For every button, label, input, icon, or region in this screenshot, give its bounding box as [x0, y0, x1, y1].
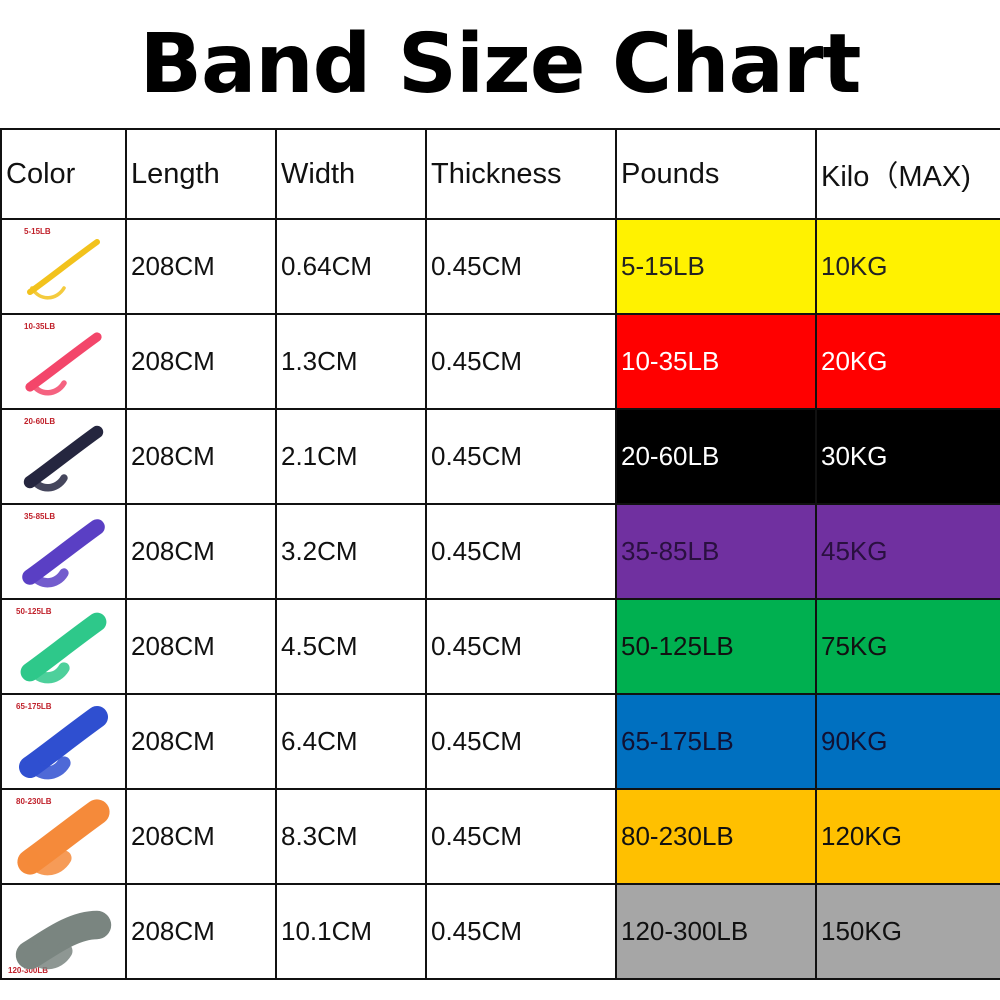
- width-cell: 3.2CM: [275, 503, 427, 600]
- length-cell: 208CM: [125, 883, 277, 980]
- table-row: 50-125LB 208CM 4.5CM 0.45CM 50-125LB 75K…: [0, 598, 1000, 695]
- band-image-label: 120-300LB: [8, 966, 48, 975]
- band-loop: [28, 474, 68, 492]
- thickness-cell: 0.45CM: [425, 218, 617, 315]
- resistance-band-image: 50-125LB: [16, 607, 107, 684]
- band-shape: [27, 239, 100, 295]
- pounds-cell: 120-300LB: [615, 883, 817, 980]
- length-cell: 208CM: [125, 598, 277, 695]
- resistance-band-image: 20-60LB: [23, 417, 104, 492]
- resistance-band-image: 80-230LB: [16, 797, 110, 876]
- width-cell: 1.3CM: [275, 313, 427, 410]
- table-row: 80-230LB 208CM 8.3CM 0.45CM 80-230LB 120…: [0, 788, 1000, 885]
- band-loop: [27, 568, 69, 588]
- pounds-cell: 35-85LB: [615, 503, 817, 600]
- band-image-label: 65-175LB: [16, 702, 52, 711]
- thickness-cell: 0.45CM: [425, 883, 617, 980]
- band-loop: [23, 942, 73, 970]
- header-thickness: Thickness: [425, 128, 617, 220]
- band-image-cell: 65-175LB: [0, 693, 127, 790]
- thickness-cell: 0.45CM: [425, 598, 617, 695]
- kilo-cell: 90KG: [815, 693, 1000, 790]
- band-loop: [26, 662, 70, 684]
- band-size-table: Color Length Width Thickness Pounds Kilo…: [0, 128, 1000, 980]
- band-image-cell: 35-85LB: [0, 503, 127, 600]
- length-cell: 208CM: [125, 788, 277, 885]
- table-row: 65-175LB 208CM 6.4CM 0.45CM 65-175LB 90K…: [0, 693, 1000, 790]
- thickness-cell: 0.45CM: [425, 503, 617, 600]
- pounds-cell: 10-35LB: [615, 313, 817, 410]
- band-loop: [24, 850, 72, 876]
- thickness-cell: 0.45CM: [425, 313, 617, 410]
- width-cell: 4.5CM: [275, 598, 427, 695]
- resistance-band-image: 35-85LB: [22, 512, 105, 588]
- band-image-label: 35-85LB: [24, 512, 55, 521]
- header-width: Width: [275, 128, 427, 220]
- resistance-band-image: 5-15LB: [24, 227, 100, 300]
- kilo-cell: 150KG: [815, 883, 1000, 980]
- pounds-cell: 50-125LB: [615, 598, 817, 695]
- band-image-cell: 20-60LB: [0, 408, 127, 505]
- length-cell: 208CM: [125, 408, 277, 505]
- band-image-label: 5-15LB: [24, 227, 51, 236]
- page-title: Band Size Chart: [139, 16, 861, 112]
- band-image-label: 20-60LB: [24, 417, 55, 426]
- pounds-cell: 5-15LB: [615, 218, 817, 315]
- length-cell: 208CM: [125, 313, 277, 410]
- kilo-cell: 10KG: [815, 218, 1000, 315]
- band-image-label: 10-35LB: [24, 322, 55, 331]
- width-cell: 0.64CM: [275, 218, 427, 315]
- thickness-cell: 0.45CM: [425, 693, 617, 790]
- header-pounds: Pounds: [615, 128, 817, 220]
- table-row: 120-300LB 208CM 10.1CM 0.45CM 120-300LB …: [0, 883, 1000, 980]
- band-image-cell: 120-300LB: [0, 883, 127, 980]
- table-row: 20-60LB 208CM 2.1CM 0.45CM 20-60LB 30KG: [0, 408, 1000, 505]
- width-cell: 10.1CM: [275, 883, 427, 980]
- band-image-label: 50-125LB: [16, 607, 52, 616]
- resistance-band-image: 10-35LB: [24, 322, 102, 396]
- band-shape: [25, 332, 102, 392]
- band-loop: [25, 756, 71, 780]
- table-row: 10-35LB 208CM 1.3CM 0.45CM 10-35LB 20KG: [0, 313, 1000, 410]
- resistance-band-image: 65-175LB: [16, 702, 108, 780]
- length-cell: 208CM: [125, 693, 277, 790]
- pounds-cell: 80-230LB: [615, 788, 817, 885]
- band-image-cell: 5-15LB: [0, 218, 127, 315]
- kilo-cell: 75KG: [815, 598, 1000, 695]
- band-image-cell: 10-35LB: [0, 313, 127, 410]
- width-cell: 8.3CM: [275, 788, 427, 885]
- kilo-cell: 30KG: [815, 408, 1000, 505]
- kilo-cell: 20KG: [815, 313, 1000, 410]
- kilo-cell: 120KG: [815, 788, 1000, 885]
- band-image-label: 80-230LB: [16, 797, 52, 806]
- band-image-cell: 80-230LB: [0, 788, 127, 885]
- length-cell: 208CM: [125, 218, 277, 315]
- thickness-cell: 0.45CM: [425, 788, 617, 885]
- pounds-cell: 20-60LB: [615, 408, 817, 505]
- header-color: Color: [0, 128, 127, 220]
- width-cell: 6.4CM: [275, 693, 427, 790]
- thickness-cell: 0.45CM: [425, 408, 617, 505]
- table-row: 5-15LB 208CM 0.64CM 0.45CM 5-15LB 10KG: [0, 218, 1000, 315]
- pounds-cell: 65-175LB: [615, 693, 817, 790]
- width-cell: 2.1CM: [275, 408, 427, 505]
- header-kilo: Kilo（MAX): [815, 128, 1000, 220]
- band-loop: [29, 380, 67, 396]
- resistance-band-image: 120-300LB: [8, 910, 112, 975]
- table-row: 35-85LB 208CM 3.2CM 0.45CM 35-85LB 45KG: [0, 503, 1000, 600]
- table-header-row: Color Length Width Thickness Pounds Kilo…: [0, 128, 1000, 220]
- band-loop: [30, 286, 66, 300]
- kilo-cell: 45KG: [815, 503, 1000, 600]
- band-image-cell: 50-125LB: [0, 598, 127, 695]
- length-cell: 208CM: [125, 503, 277, 600]
- header-length: Length: [125, 128, 277, 220]
